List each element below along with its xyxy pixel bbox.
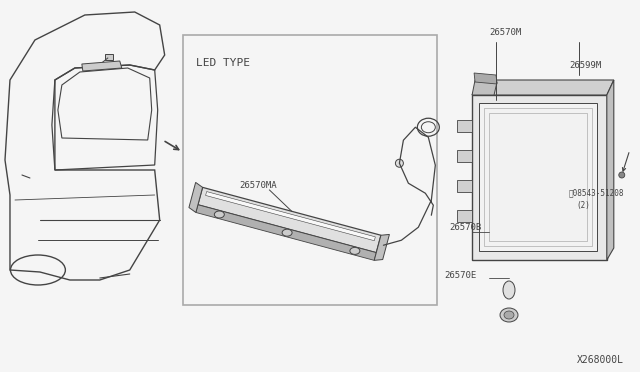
Text: (2): (2) [577, 201, 591, 210]
Bar [472, 95, 607, 260]
Ellipse shape [396, 159, 403, 167]
Polygon shape [472, 80, 497, 95]
Ellipse shape [500, 308, 518, 322]
Text: 26599M: 26599M [569, 61, 601, 70]
Bar [457, 180, 472, 192]
Bar [457, 210, 472, 222]
Polygon shape [198, 187, 381, 253]
Polygon shape [474, 73, 497, 84]
Ellipse shape [350, 247, 360, 254]
Ellipse shape [619, 172, 625, 178]
Polygon shape [472, 80, 614, 95]
Bar [457, 150, 472, 162]
Bar [489, 113, 587, 241]
Polygon shape [205, 192, 375, 241]
Ellipse shape [503, 281, 515, 299]
Text: LED TYPE: LED TYPE [196, 58, 250, 68]
Text: Ⓝ08543-51208: Ⓝ08543-51208 [569, 188, 625, 197]
Polygon shape [189, 182, 203, 212]
Bar [484, 108, 592, 246]
Polygon shape [82, 61, 122, 71]
Text: 26570E: 26570E [444, 271, 476, 280]
Bar [105, 54, 113, 60]
Bar [479, 103, 597, 251]
Ellipse shape [504, 311, 514, 319]
Text: 26570B: 26570B [449, 223, 481, 232]
Text: 26570M: 26570M [489, 28, 522, 37]
Polygon shape [196, 205, 376, 260]
Bar [457, 120, 472, 132]
Ellipse shape [282, 229, 292, 236]
Ellipse shape [214, 211, 225, 218]
Bar [182, 35, 437, 305]
Polygon shape [607, 80, 614, 260]
Text: X268000L: X268000L [577, 355, 624, 365]
Polygon shape [374, 234, 389, 260]
Text: 26570MA: 26570MA [239, 181, 277, 190]
